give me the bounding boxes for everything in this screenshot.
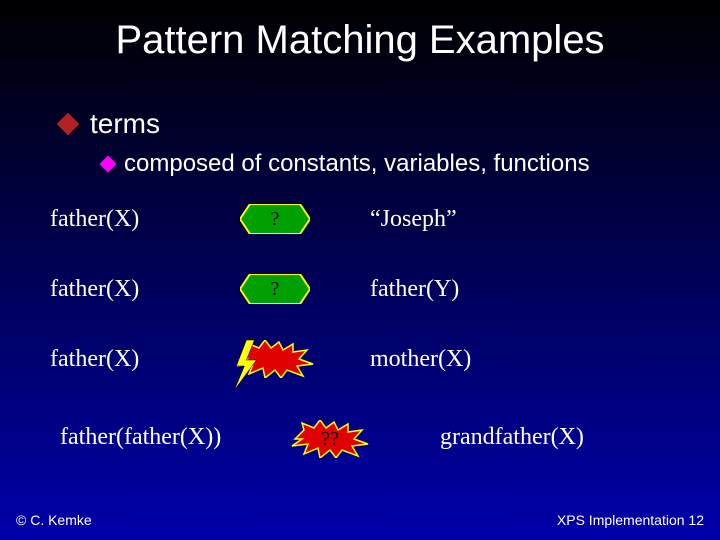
diamond-icon <box>100 156 117 173</box>
bullet-terms: terms <box>60 108 160 140</box>
match-shape: ?? <box>290 420 370 458</box>
match-row: father(X) ? “Joseph” <box>50 200 670 238</box>
diamond-icon <box>57 113 80 136</box>
shape-label: ?? <box>290 420 370 458</box>
shape-label: ? <box>240 204 310 234</box>
match-row: father(X) mother(X) <box>50 340 670 378</box>
left-term: father(X) <box>50 346 210 373</box>
slide: Pattern Matching Examples terms composed… <box>0 0 720 540</box>
match-row: father(father(X)) ?? grandfather(X) <box>0 420 720 460</box>
page-title: Pattern Matching Examples <box>0 0 720 63</box>
match-shape <box>210 340 340 378</box>
right-term: “Joseph” <box>340 206 670 233</box>
left-term: father(father(X)) <box>60 424 221 451</box>
left-term: father(X) <box>50 206 210 233</box>
right-term: mother(X) <box>340 346 670 373</box>
match-shape: ? <box>210 270 340 308</box>
bullet-composed-label: composed of constants, variables, functi… <box>124 150 590 178</box>
right-term: grandfather(X) <box>440 424 584 451</box>
lightning-icon <box>232 340 258 390</box>
match-row: father(X) ? father(Y) <box>50 270 670 308</box>
match-shape: ? <box>210 200 340 238</box>
footer-copyright: © C. Kemke <box>16 512 92 528</box>
shape-label: ? <box>240 274 310 304</box>
left-term: father(X) <box>50 276 210 303</box>
right-term: father(Y) <box>340 276 670 303</box>
bullet-composed: composed of constants, variables, functi… <box>102 150 590 178</box>
bullet-terms-label: terms <box>90 108 160 140</box>
footer-page: XPS Implementation 12 <box>557 512 704 528</box>
